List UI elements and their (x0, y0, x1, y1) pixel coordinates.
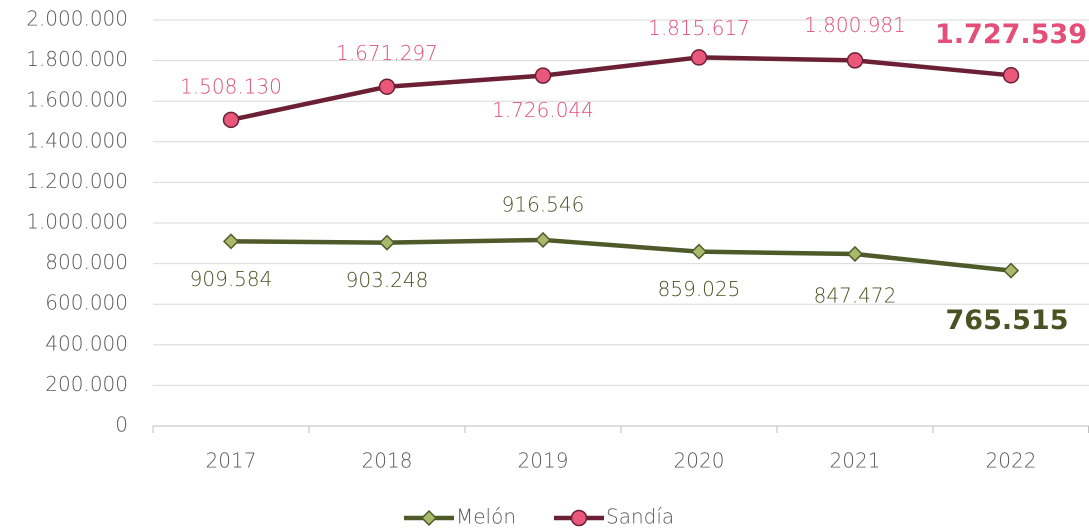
y-tick-label: 1.400.000 (26, 128, 128, 152)
x-tick-label: 2020 (674, 449, 725, 473)
data-label: 1.727.539 (935, 19, 1087, 50)
y-tick-label: 400.000 (45, 331, 128, 355)
data-label: 1.671.297 (336, 41, 438, 65)
y-tick-label: 800.000 (45, 250, 128, 274)
data-label: 847.472 (814, 283, 897, 307)
data-label: 903.248 (346, 268, 429, 292)
y-tick-label: 2.000.000 (26, 7, 128, 31)
data-label: 1.726.044 (492, 98, 594, 122)
marker (222, 233, 240, 250)
y-tick-label: 600.000 (45, 291, 128, 315)
marker (534, 231, 552, 249)
marker (846, 52, 864, 69)
legend-marker (420, 509, 438, 527)
marker (534, 67, 552, 84)
x-tick-label: 2021 (830, 449, 881, 473)
series-line (230, 237, 1012, 273)
x-tick-label: 2018 (362, 449, 413, 473)
legend-label: Melón (456, 505, 516, 529)
x-tick-label: 2017 (206, 449, 257, 473)
data-label: 916.546 (502, 192, 585, 216)
data-label: 1.508.130 (180, 74, 282, 98)
data-label: 1.800.981 (804, 13, 906, 37)
marker (222, 111, 240, 129)
y-tick-label: 1.800.000 (26, 47, 128, 71)
marker (1002, 262, 1020, 279)
x-tick-label: 2022 (986, 449, 1037, 473)
x-tick-label: 2019 (518, 449, 569, 473)
y-tick-label: 1.600.000 (26, 88, 128, 112)
marker (690, 49, 708, 66)
marker (1002, 67, 1020, 84)
marker (378, 234, 396, 251)
marker (846, 245, 864, 263)
data-label: 909.584 (190, 267, 273, 291)
legend-marker (570, 509, 588, 527)
y-tick-label: 200.000 (45, 372, 128, 396)
data-label: 1.815.617 (648, 16, 750, 40)
y-tick-label: 1.000.000 (26, 210, 128, 234)
marker (690, 243, 708, 260)
legend-label: Sandía (606, 505, 674, 529)
y-tick-label: 1.200.000 (26, 169, 128, 193)
series-line (230, 55, 1012, 123)
y-tick-label: 0 (115, 413, 128, 437)
marker (378, 78, 396, 95)
data-label: 859.025 (658, 277, 741, 301)
data-label: 765.515 (946, 305, 1069, 336)
